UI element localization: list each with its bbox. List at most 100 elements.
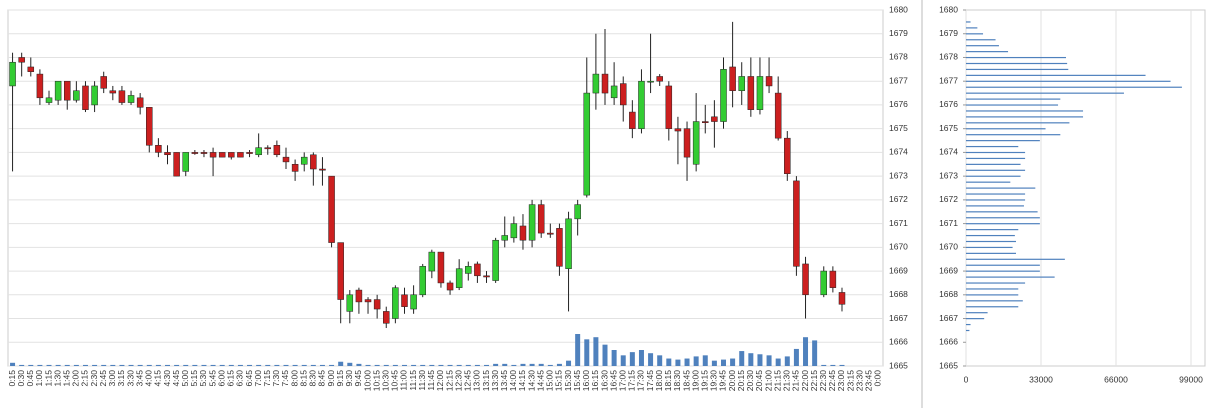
y-tick-label: 1670 xyxy=(939,242,958,252)
x-tick-label: 22:45 xyxy=(827,370,837,392)
profile-bar xyxy=(966,187,1036,189)
volume-bar xyxy=(620,355,626,366)
y-tick-label: 1669 xyxy=(939,265,958,275)
volume-bar xyxy=(55,364,61,366)
volume-bar xyxy=(465,364,471,366)
x-tick-label: 12:45 xyxy=(463,370,473,392)
candle-body xyxy=(63,80,71,101)
profile-bar xyxy=(966,193,1026,195)
profile-bar xyxy=(966,276,1055,278)
candle-body xyxy=(692,121,700,165)
profile-bar xyxy=(966,246,1013,249)
x-tick-label: 9:30 xyxy=(344,370,354,387)
volume-bar xyxy=(675,359,681,366)
candle-body xyxy=(91,85,98,106)
volume-bar xyxy=(456,364,462,366)
candle-body xyxy=(483,275,490,278)
x-tick-label: 5:45 xyxy=(207,370,217,387)
candle-body xyxy=(665,85,673,129)
candle-body xyxy=(765,76,773,87)
x-tick-label: 5:00 xyxy=(180,370,190,387)
profile-bar xyxy=(966,86,1182,88)
candle-body xyxy=(109,90,117,94)
profile-bar xyxy=(966,169,1026,171)
candle-body xyxy=(437,251,445,284)
volume-bar xyxy=(657,355,663,366)
profile-bar xyxy=(966,312,988,314)
candle-body xyxy=(528,204,536,241)
x-tick-label: 19:00 xyxy=(690,370,700,392)
profile-bar xyxy=(966,68,1069,71)
volume-bar xyxy=(210,364,216,366)
volume-bar xyxy=(748,353,754,366)
volume-bar xyxy=(310,364,316,366)
candle-body xyxy=(118,90,126,103)
volume-bar xyxy=(593,337,599,366)
volume-bar xyxy=(411,364,417,366)
y-tick-label: 1679 xyxy=(939,28,958,38)
candle-body xyxy=(392,287,399,319)
candle-body xyxy=(282,156,290,163)
candle-body xyxy=(54,80,62,101)
volume-bar xyxy=(146,364,152,366)
x-tick-label: 17:15 xyxy=(627,370,637,392)
volume-bar xyxy=(192,364,198,366)
y-tick-label: 1670 xyxy=(889,242,908,252)
x-tick-label: 3:15 xyxy=(116,370,126,387)
y-tick-label: 1671 xyxy=(889,218,908,228)
candle-body xyxy=(73,90,80,101)
x-tick-label: 19:45 xyxy=(718,370,728,392)
x-tick-label: 6:15 xyxy=(226,370,236,387)
profile-bar xyxy=(966,128,1046,130)
x-tick-label: 8:15 xyxy=(298,370,308,387)
x-tick-label: 6:30 xyxy=(235,370,245,387)
volume-bar xyxy=(338,361,344,366)
x-tick-label: 4:00 xyxy=(144,370,154,387)
volume-bar xyxy=(274,364,280,366)
volume-bar xyxy=(183,364,189,366)
x-tick-label: 15:15 xyxy=(554,370,564,392)
volume-bar xyxy=(602,344,608,366)
candle-body xyxy=(173,152,180,177)
volume-bar xyxy=(356,363,362,366)
volume-bar xyxy=(693,356,699,366)
volume-bar xyxy=(812,340,818,366)
candle-body xyxy=(419,266,426,296)
x-tick-label: 14:30 xyxy=(526,370,536,392)
x-tick-label: 20:30 xyxy=(745,370,755,392)
candle-body xyxy=(556,228,563,267)
candle-body xyxy=(346,294,354,312)
volume-bar xyxy=(784,356,790,366)
candle-body xyxy=(565,218,572,269)
x-tick-label: 0:30 xyxy=(16,370,26,387)
candle-body xyxy=(264,147,272,150)
candle-body xyxy=(574,204,581,220)
volume-bar xyxy=(329,364,335,366)
candle-body xyxy=(337,242,344,300)
x-tick-label: 4:15 xyxy=(153,370,163,387)
candle-body xyxy=(774,92,782,139)
profile-bar xyxy=(966,223,1040,225)
candle-body xyxy=(638,80,645,129)
volume-bar xyxy=(629,352,635,366)
x-tick-label: 21:30 xyxy=(782,370,792,392)
volume-bar xyxy=(374,364,380,366)
volume-bar xyxy=(830,364,836,366)
y-tick-label: 1678 xyxy=(889,52,908,62)
volume-bar xyxy=(28,364,34,366)
profile-bar xyxy=(966,110,1084,112)
profile-bar xyxy=(966,329,970,332)
profile-bar xyxy=(966,199,1026,201)
y-tick-label: 1677 xyxy=(939,75,958,85)
volume-bar xyxy=(265,364,271,366)
volume-bar xyxy=(730,358,736,366)
y-tick-label: 1666 xyxy=(939,337,958,347)
candle-body xyxy=(729,66,736,91)
candle-body xyxy=(610,85,618,99)
x-tick-label: 1:45 xyxy=(61,370,71,387)
x-tick-label: 17:00 xyxy=(617,370,627,392)
x-tick-label: 22:15 xyxy=(809,370,819,392)
profile-bar xyxy=(966,56,1066,59)
candle-body xyxy=(218,152,226,158)
